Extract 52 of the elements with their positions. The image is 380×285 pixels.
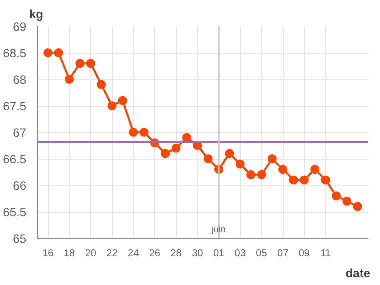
x-tick-label: 07 xyxy=(278,248,290,260)
y-tick-label: 68 xyxy=(13,73,27,87)
point xyxy=(44,48,53,58)
y-tick-label: 65.5 xyxy=(3,206,27,220)
y-tick-label: 67 xyxy=(13,126,27,140)
x-tick-label: 22 xyxy=(106,248,118,260)
x-tick-label: 01 xyxy=(213,248,226,260)
point xyxy=(86,59,96,68)
point xyxy=(246,170,256,180)
point xyxy=(172,144,181,153)
point xyxy=(236,160,245,169)
point xyxy=(310,165,320,174)
x-axis-title: date xyxy=(346,266,371,280)
y-tick-label: 68.5 xyxy=(3,46,27,60)
point xyxy=(300,176,309,185)
point xyxy=(129,128,138,137)
y-tick-label: 69 xyxy=(13,20,27,34)
x-tick-label: 03 xyxy=(234,248,246,260)
y-tick-label: 65 xyxy=(13,232,27,246)
point xyxy=(321,176,330,185)
point xyxy=(118,96,128,106)
x-tick-label: 18 xyxy=(64,248,76,260)
y-axis-title: kg xyxy=(30,8,44,22)
ref-line-label: juin xyxy=(211,224,226,234)
point xyxy=(161,149,170,158)
point xyxy=(65,75,74,84)
y-tick-label: 66 xyxy=(13,179,27,193)
point xyxy=(289,176,298,185)
point xyxy=(278,165,288,174)
point xyxy=(76,59,85,68)
point xyxy=(332,192,341,201)
point xyxy=(54,48,64,58)
x-tick-label: 11 xyxy=(320,248,332,260)
y-tick-label: 67.5 xyxy=(3,100,27,114)
x-tick-label: 24 xyxy=(128,248,140,260)
point xyxy=(108,102,117,110)
point xyxy=(225,149,234,158)
point xyxy=(204,154,213,164)
x-tick-label: 30 xyxy=(192,248,204,260)
point xyxy=(257,170,266,180)
x-tick-label: 16 xyxy=(42,248,54,260)
x-tick-label: 20 xyxy=(85,248,97,260)
x-tick-label: 05 xyxy=(256,248,268,260)
point xyxy=(97,80,106,90)
x-tick-label: 26 xyxy=(149,248,161,260)
point xyxy=(353,202,362,212)
x-tick-label: 09 xyxy=(298,248,310,260)
y-tick-label: 66.5 xyxy=(3,152,27,166)
point xyxy=(268,154,277,164)
point xyxy=(140,128,149,137)
x-tick-label: 28 xyxy=(170,248,182,260)
point xyxy=(342,196,352,206)
